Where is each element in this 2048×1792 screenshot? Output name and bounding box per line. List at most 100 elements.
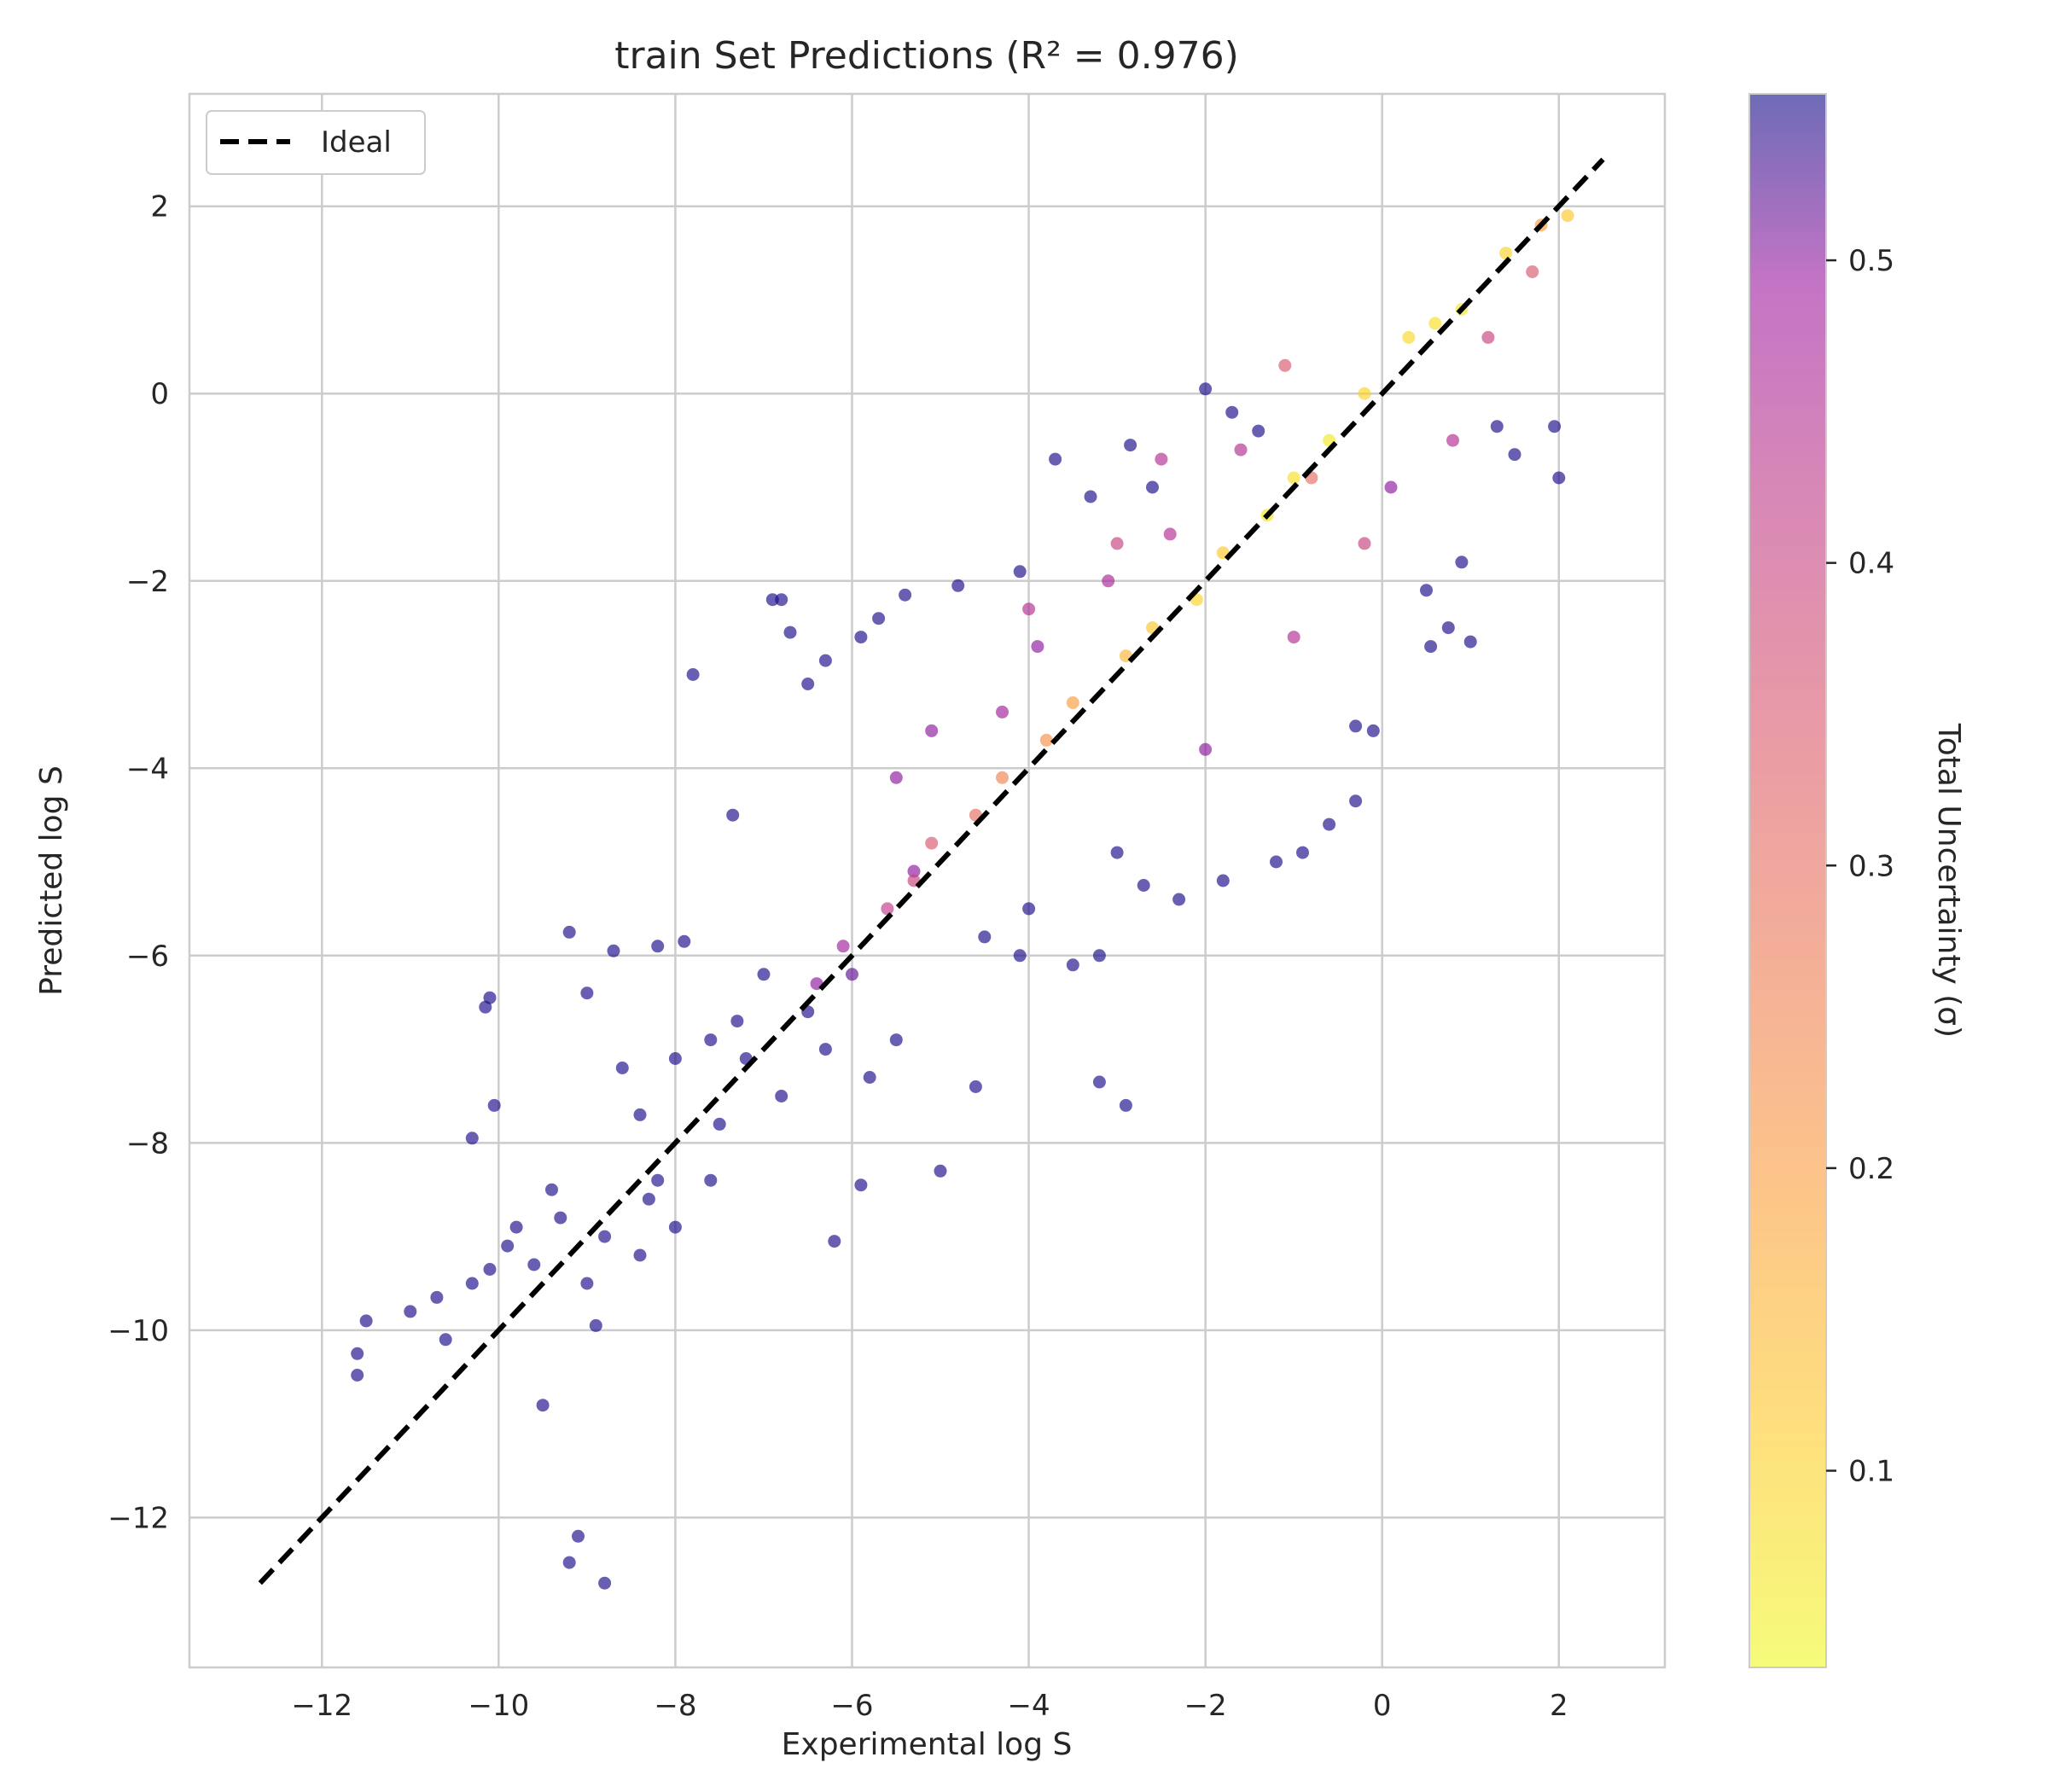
data-point [1358,387,1371,400]
data-point [562,925,576,939]
y-tick-label: −2 [126,565,169,599]
data-point [580,986,594,1000]
data-point [483,1263,497,1276]
data-point [726,808,740,822]
x-axis-label: Experimental log S [782,1727,1073,1762]
data-point [1481,330,1495,344]
data-point [1548,420,1562,433]
data-point [801,678,815,690]
data-point [430,1290,444,1304]
data-point [1441,621,1455,635]
data-point [668,1220,682,1234]
data-point [828,1235,841,1248]
colorbar-tick-label: 0.3 [1848,849,1894,883]
data-point [1278,358,1292,372]
data-point [775,1090,788,1103]
data-point [598,1576,612,1590]
data-point [1163,527,1177,541]
data-point [527,1258,541,1271]
data-point [1296,846,1309,859]
legend: Ideal [206,110,426,175]
x-tick-label: −8 [654,1689,696,1723]
data-point [1499,247,1513,260]
data-point [1066,958,1079,972]
colorbar-tick-label: 0.5 [1848,244,1894,278]
data-point [1013,565,1027,579]
data-point [633,1248,647,1262]
data-point [1384,480,1398,494]
x-axis-ticks: −12 −10 −8 −6 −4 −2 0 2 [291,1689,1568,1723]
data-point [996,771,1009,784]
data-point [978,930,992,944]
data-point [1270,855,1283,869]
y-axis-ticks: 2 0 −2 −4 −6 −8 −10 −12 [108,190,169,1536]
data-point [1252,424,1265,438]
data-point [881,902,894,916]
grid-lines [189,94,1665,1667]
data-point [1066,696,1079,709]
colorbar-tick-label: 0.4 [1848,547,1894,581]
x-tick-label: −2 [1184,1689,1227,1723]
data-point [757,968,771,981]
data-point [642,1192,655,1206]
data-point [351,1347,364,1360]
data-point [1552,471,1566,485]
data-point [678,934,691,948]
data-point [1234,443,1248,457]
data-point [1225,405,1239,419]
data-point [479,1000,492,1014]
data-point [572,1529,585,1543]
y-tick-label: −8 [126,1126,169,1161]
colorbar-frame [1748,93,1827,1668]
data-point [651,940,665,953]
data-point [651,1173,665,1187]
data-point [1287,471,1300,485]
data-point [1323,817,1336,831]
data-point [899,588,912,602]
x-tick-label: 2 [1550,1689,1568,1723]
data-point [863,1071,876,1084]
data-point [765,593,779,607]
data-point [1031,640,1044,654]
data-point [562,1556,576,1569]
colorbar-gradient [1749,94,1826,1667]
data-point [907,864,921,878]
y-tick-label: 2 [150,190,169,224]
data-point [487,1098,501,1112]
data-point [1455,556,1469,569]
colorbar-tick-label: 0.2 [1848,1152,1894,1186]
data-point [1146,480,1159,494]
legend-box [206,110,426,175]
data-point [1092,949,1106,963]
data-point [951,579,965,592]
data-point [836,940,850,953]
data-point [668,1052,682,1065]
data-point [1049,452,1062,466]
y-tick-label: −12 [108,1501,169,1535]
data-point [854,1178,868,1192]
data-point [889,1033,903,1047]
data-point [439,1333,452,1347]
data-point [501,1239,515,1253]
colorbar-tick-label: 0.1 [1848,1455,1894,1489]
data-point [351,1369,364,1382]
data-point [1013,949,1027,963]
data-point [925,836,939,850]
x-tick-label: −4 [1008,1689,1050,1723]
data-point [1490,420,1504,433]
data-point [1446,433,1459,447]
data-point [730,1015,744,1028]
data-point [775,593,788,607]
data-point [589,1318,602,1332]
data-point [1102,574,1115,588]
data-point [1084,490,1097,503]
x-tick-label: −12 [291,1689,352,1723]
data-point [1287,631,1300,644]
data-point [633,1108,647,1121]
data-point [359,1314,373,1328]
data-point [1199,742,1213,756]
data-point [465,1132,479,1145]
data-point [1402,330,1416,344]
